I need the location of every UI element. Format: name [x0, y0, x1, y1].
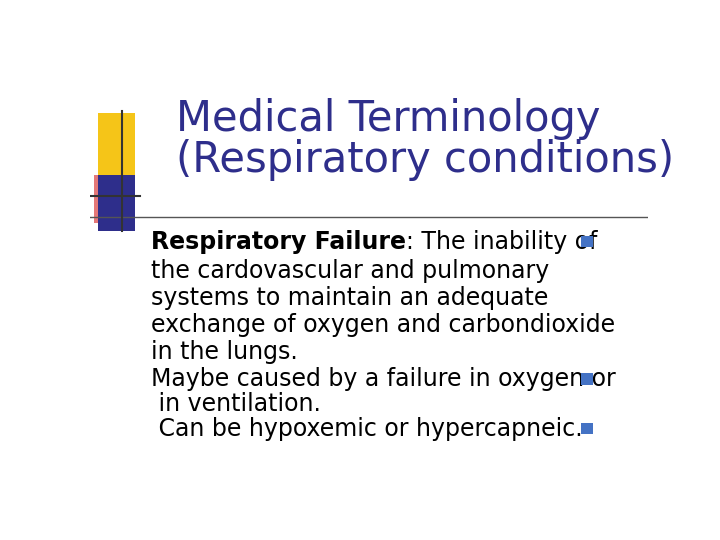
Text: Medical Terminology: Medical Terminology [176, 98, 601, 140]
Text: in the lungs.: in the lungs. [151, 340, 298, 364]
Bar [581, 423, 593, 435]
Text: in ventilation.: in ventilation. [151, 392, 321, 416]
Bar [581, 235, 593, 247]
Bar [94, 175, 125, 223]
Text: : The inability of: : The inability of [406, 230, 598, 253]
Text: (Respiratory conditions): (Respiratory conditions) [176, 139, 675, 181]
Text: the cardovascular and pulmonary: the cardovascular and pulmonary [151, 259, 549, 282]
Bar [99, 175, 135, 231]
Bar [99, 113, 135, 181]
Bar [581, 373, 593, 384]
Text: Can be hypoxemic or hypercapneic.: Can be hypoxemic or hypercapneic. [151, 417, 583, 441]
Text: Respiratory Failure: Respiratory Failure [151, 230, 406, 253]
Text: Maybe caused by a failure in oxygen or: Maybe caused by a failure in oxygen or [151, 367, 616, 391]
Text: systems to maintain an adequate: systems to maintain an adequate [151, 286, 549, 309]
Text: exchange of oxygen and carbondioxide: exchange of oxygen and carbondioxide [151, 313, 616, 336]
